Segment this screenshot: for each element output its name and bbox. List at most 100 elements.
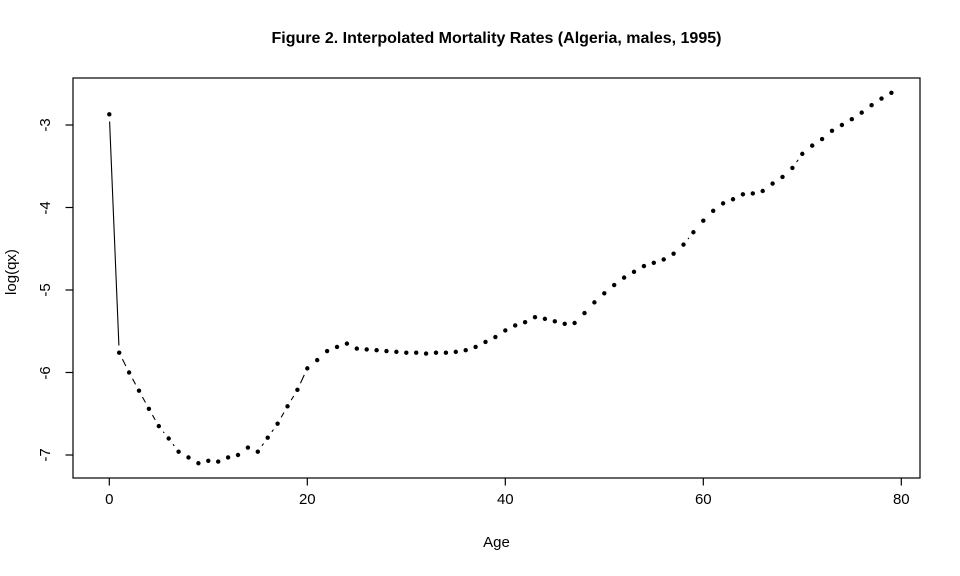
data-point	[859, 110, 864, 115]
data-point	[522, 319, 528, 325]
data-point	[602, 291, 607, 296]
data-point	[443, 350, 449, 355]
data-point	[780, 174, 785, 180]
data-point	[473, 344, 478, 350]
plot-frame	[72, 77, 921, 479]
data-point	[463, 348, 468, 353]
y-tick-label: -4	[37, 200, 54, 215]
y-tick-label: -6	[37, 365, 54, 380]
data-point	[819, 136, 825, 142]
connector-segment	[121, 358, 127, 367]
data-point	[255, 449, 260, 454]
connector-segment	[687, 237, 690, 240]
x-tick-label: 60	[694, 491, 712, 508]
data-point	[364, 347, 369, 352]
x-tick-label: 40	[496, 491, 514, 508]
connector-segment	[109, 121, 120, 346]
data-point	[750, 191, 755, 196]
data-point	[107, 112, 112, 117]
data-point	[206, 458, 211, 463]
data-point	[503, 328, 508, 333]
data-point	[889, 90, 894, 96]
data-point	[641, 263, 647, 269]
data-point	[740, 192, 746, 197]
data-point	[671, 251, 676, 256]
connector-segment	[261, 443, 264, 447]
data-point	[829, 128, 835, 133]
data-point	[730, 197, 736, 202]
data-point	[374, 348, 379, 353]
data-point	[612, 282, 617, 288]
data-point	[216, 459, 221, 464]
data-point	[592, 300, 597, 305]
data-point	[532, 315, 538, 320]
data-point	[196, 461, 201, 466]
connector-segment	[280, 412, 285, 418]
x-tick-label: 20	[298, 491, 316, 508]
data-point	[839, 122, 845, 128]
data-point	[404, 350, 409, 355]
connector-segment	[151, 414, 156, 421]
data-point	[800, 151, 805, 157]
x-tick-label: 80	[892, 491, 910, 508]
y-axis-label: log(qx)	[3, 249, 20, 295]
connector-segment	[299, 374, 305, 384]
data-point	[344, 341, 350, 346]
y-tick-label: -7	[37, 448, 54, 462]
data-point	[770, 181, 775, 186]
data-point	[295, 387, 300, 393]
data-point	[285, 404, 290, 409]
connector-segment	[162, 431, 165, 434]
data-point	[790, 165, 795, 171]
data-point	[552, 319, 557, 324]
data-point	[245, 445, 251, 450]
data-point	[493, 334, 498, 340]
y-tick-label: -3	[37, 118, 54, 132]
data-point	[146, 406, 152, 411]
data-point	[681, 242, 686, 247]
data-point	[384, 348, 389, 354]
data-point	[631, 269, 637, 275]
data-point	[513, 323, 518, 328]
data-point	[572, 320, 577, 326]
data-point	[136, 388, 142, 393]
data-point	[879, 96, 884, 101]
connector-segment	[271, 429, 274, 433]
data-point	[126, 370, 132, 375]
data-point	[176, 449, 181, 454]
data-point	[810, 143, 815, 148]
data-point	[621, 275, 627, 280]
x-tick-label: 0	[105, 491, 114, 508]
connector-segment	[290, 395, 295, 401]
connector-segment	[796, 159, 799, 163]
data-point	[661, 257, 666, 262]
data-point	[562, 321, 567, 327]
chart-title: Figure 2. Interpolated Mortality Rates (…	[271, 30, 722, 47]
data-point	[542, 316, 548, 322]
data-point	[166, 436, 171, 441]
data-point	[651, 260, 656, 265]
data-point	[225, 455, 231, 460]
connector-segment	[132, 378, 137, 385]
data-point	[849, 117, 854, 122]
data-point	[483, 339, 488, 345]
data-point	[117, 350, 122, 355]
data-point	[156, 423, 161, 429]
data-point	[582, 310, 587, 316]
x-axis-label: Age	[483, 534, 510, 551]
connector-segment	[141, 396, 146, 403]
data-point	[691, 230, 696, 235]
data-point	[453, 349, 458, 355]
connector-segment	[172, 443, 175, 447]
data-point	[394, 349, 399, 355]
data-point	[720, 201, 726, 206]
data-point	[324, 348, 330, 354]
data-point	[334, 344, 340, 350]
data-point	[186, 455, 191, 460]
data-point	[414, 350, 419, 355]
data-point	[869, 103, 874, 108]
data-point	[235, 452, 241, 458]
data-point	[275, 421, 280, 426]
